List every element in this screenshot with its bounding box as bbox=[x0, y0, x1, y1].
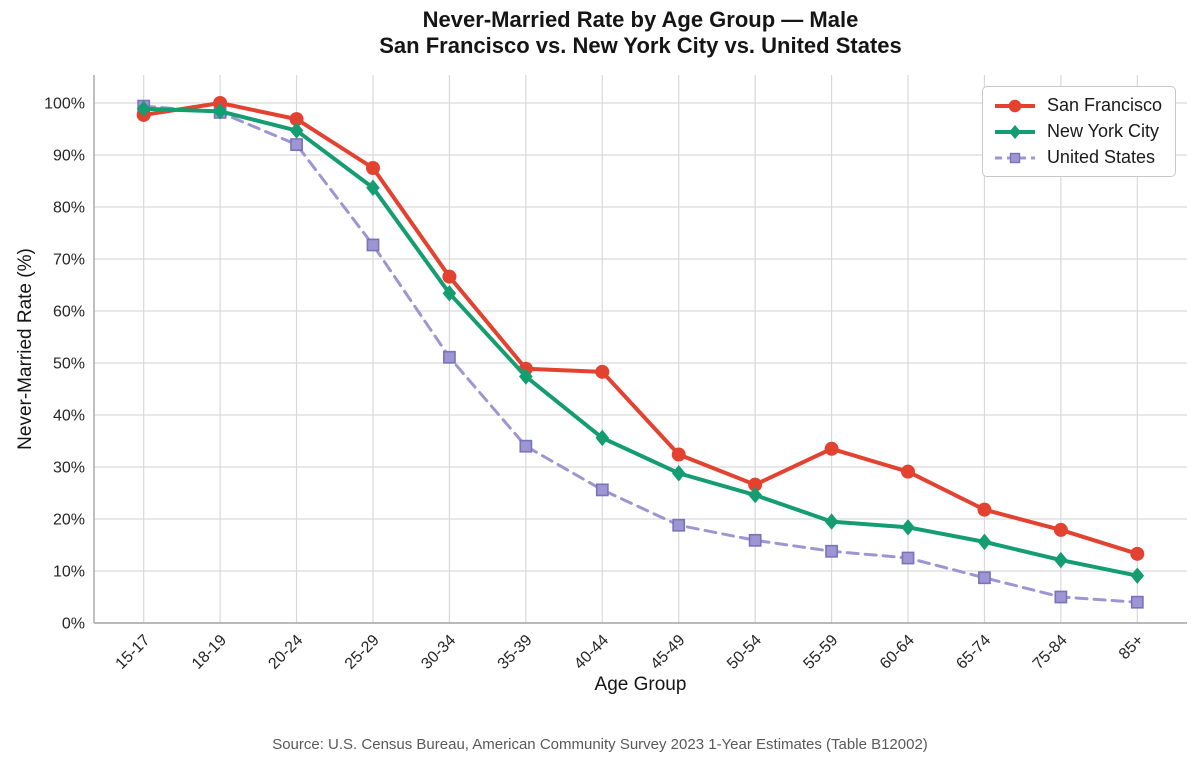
united-states-legend-marker bbox=[1009, 152, 1021, 163]
y-tick-label: 100% bbox=[44, 96, 85, 113]
x-tick-label: 20-24 bbox=[265, 632, 306, 673]
new-york-city-marker bbox=[519, 368, 533, 385]
legend-item-united-states: United States bbox=[993, 147, 1162, 168]
united-states-marker bbox=[290, 138, 303, 151]
x-tick-label: 65-74 bbox=[953, 632, 994, 673]
legend-item-new-york-city: New York City bbox=[993, 121, 1162, 142]
san-francisco-marker bbox=[213, 96, 228, 110]
united-states-marker bbox=[825, 544, 838, 558]
san-francisco-marker bbox=[289, 112, 304, 127]
san-francisco-marker bbox=[748, 477, 763, 492]
x-tick-label: 25-29 bbox=[342, 632, 383, 673]
new-york-city-legend-swatch bbox=[994, 124, 1035, 139]
new-york-city-marker bbox=[442, 285, 457, 302]
x-tick-label: 15-17 bbox=[113, 632, 154, 673]
x-tick-label: 55-59 bbox=[800, 632, 841, 673]
united-states-marker bbox=[366, 238, 380, 252]
new-york-city-marker bbox=[748, 486, 762, 504]
united-states-marker bbox=[1130, 595, 1144, 609]
new-york-city-marker bbox=[136, 100, 151, 117]
legend-label-united-states: United States bbox=[1046, 147, 1155, 167]
new-york-city-line bbox=[141, 106, 1140, 578]
san-francisco-marker bbox=[824, 441, 839, 456]
y-tick-label: 30% bbox=[53, 460, 85, 477]
x-tick-label: 50-54 bbox=[724, 632, 765, 673]
new-york-city-marker bbox=[595, 429, 610, 447]
new-york-city-marker bbox=[366, 179, 380, 196]
y-tick-label: 70% bbox=[53, 252, 85, 269]
x-tick-label: 60-64 bbox=[877, 632, 918, 673]
united-states-marker bbox=[595, 483, 609, 497]
united-states-marker bbox=[443, 350, 456, 364]
new-york-city-legend-marker bbox=[1008, 124, 1021, 139]
new-york-city-marker bbox=[977, 533, 992, 551]
chart-subtitle: San Francisco vs. New York City vs. Unit… bbox=[379, 33, 902, 59]
source-note: Source: U.S. Census Bureau, American Com… bbox=[272, 736, 928, 753]
x-tick-label: 75-84 bbox=[1030, 632, 1071, 673]
san-francisco-marker bbox=[901, 464, 916, 479]
san-francisco-legend-marker bbox=[1008, 99, 1022, 112]
y-tick-label: 90% bbox=[53, 148, 85, 165]
x-tick-label: 85+ bbox=[1116, 632, 1147, 663]
new-york-city-marker bbox=[1130, 567, 1145, 584]
united-states-line bbox=[142, 104, 1139, 604]
san-francisco-line bbox=[141, 101, 1140, 556]
x-tick-label: 45-49 bbox=[648, 632, 689, 673]
y-tick-label: 40% bbox=[53, 408, 85, 425]
san-francisco-marker bbox=[365, 161, 380, 175]
x-tick-label: 40-44 bbox=[571, 632, 612, 673]
san-francisco-marker bbox=[1053, 522, 1068, 537]
new-york-city-marker bbox=[824, 513, 839, 530]
chart-title-block: Never-Married Rate by Age Group — Male S… bbox=[94, 7, 1187, 60]
united-states-marker bbox=[901, 551, 915, 565]
legend-label-san-francisco: San Francisco bbox=[1046, 95, 1162, 115]
x-tick-label: 18-19 bbox=[189, 632, 230, 673]
y-tick-label: 10% bbox=[53, 564, 85, 581]
united-states-marker bbox=[1054, 590, 1068, 604]
y-tick-label: 0% bbox=[62, 616, 85, 633]
united-states-marker bbox=[748, 533, 762, 547]
san-francisco-marker bbox=[595, 364, 610, 379]
y-tick-label: 20% bbox=[53, 512, 85, 529]
united-states-marker bbox=[978, 571, 991, 585]
chart-title: Never-Married Rate by Age Group — Male bbox=[422, 7, 859, 32]
san-francisco-marker bbox=[977, 502, 992, 517]
y-tick-label: 60% bbox=[53, 304, 85, 321]
legend-item-san-francisco: San Francisco bbox=[993, 95, 1162, 116]
san-francisco-legend-swatch bbox=[994, 99, 1035, 112]
y-tick-label: 80% bbox=[53, 200, 85, 217]
united-states-legend-swatch bbox=[994, 152, 1035, 163]
san-francisco-marker bbox=[442, 269, 457, 284]
new-york-city-marker bbox=[671, 465, 686, 482]
san-francisco-marker bbox=[1130, 546, 1145, 561]
x-tick-label: 35-39 bbox=[495, 632, 536, 673]
x-axis-label: Age Group bbox=[594, 674, 687, 695]
legend-label-new-york-city: New York City bbox=[1046, 121, 1159, 141]
legend: San Francisco New York City United States bbox=[981, 86, 1176, 177]
san-francisco-marker bbox=[671, 447, 686, 462]
y-tick-label: 50% bbox=[53, 356, 85, 373]
new-york-city-marker bbox=[213, 103, 227, 120]
x-tick-label: 30-34 bbox=[418, 632, 459, 673]
united-states-marker bbox=[672, 518, 686, 532]
new-york-city-marker bbox=[289, 122, 304, 139]
y-axis-label: Never-Married Rate (%) bbox=[15, 248, 36, 450]
new-york-city-marker bbox=[901, 519, 915, 536]
united-states-marker bbox=[519, 439, 533, 453]
new-york-city-marker bbox=[1054, 551, 1068, 569]
